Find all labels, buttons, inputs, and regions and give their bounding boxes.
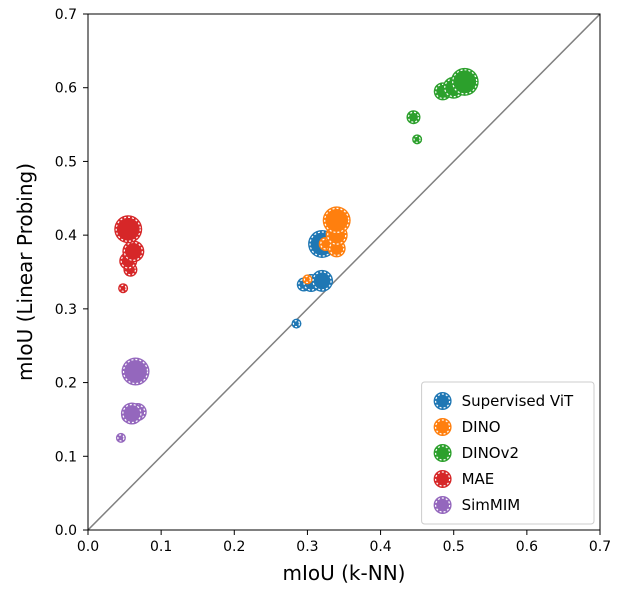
y-tick-label: 0.7 [55, 7, 77, 23]
scatter-chart: 0.00.0 0.1 0.1 0.2 0.2 0.3 0.3 0.4 0.4 0.5 0.5 0.6 0… [0, 0, 624, 600]
scatter-point [114, 215, 142, 243]
legend-marker [434, 444, 452, 462]
y-tick-label: 0.5 [55, 154, 77, 170]
scatter-point [323, 206, 351, 234]
x-tick-label: 0.1 [150, 539, 172, 555]
y-tick-label: 0.1 [55, 449, 77, 465]
scatter-point [122, 358, 150, 386]
x-tick-label: 0.3 [296, 539, 318, 555]
y-axis-label: mIoU (Linear Probing) [13, 163, 37, 381]
x-tick-label: 0.4 [369, 539, 391, 555]
x-tick-label: 0.0 [77, 539, 99, 555]
legend-marker [434, 418, 452, 436]
y-tick-label: 0.4 [55, 228, 77, 244]
y-tick-label: 0.6 [55, 81, 77, 97]
scatter-point [121, 403, 143, 425]
legend-marker [434, 496, 452, 514]
legend: Supervised ViT DINO DINOv2 MAE SimMIM [422, 382, 594, 524]
y-tick-label: 0.0 [55, 523, 77, 539]
scatter-point [311, 270, 333, 292]
chart-container: 0.00.0 0.1 0.1 0.2 0.2 0.3 0.3 0.4 0.4 0.5 0.5 0.6 0… [0, 0, 624, 600]
legend-label: DINOv2 [462, 444, 519, 462]
legend-marker [434, 392, 452, 410]
x-tick-label: 0.6 [516, 539, 538, 555]
y-tick-label: 0.3 [55, 302, 77, 318]
x-tick-label: 0.2 [223, 539, 245, 555]
x-tick-label: 0.5 [443, 539, 465, 555]
y-tick-label: 0.2 [55, 376, 77, 392]
legend-label: Supervised ViT [462, 392, 574, 410]
legend-marker [434, 470, 452, 488]
legend-label: MAE [462, 470, 495, 488]
legend-label: SimMIM [462, 496, 521, 514]
scatter-point [451, 68, 479, 96]
legend-label: DINO [462, 418, 501, 436]
scatter-point [122, 240, 144, 262]
x-tick-label: 0.7 [589, 539, 611, 555]
x-axis-label: mIoU (k-NN) [283, 561, 406, 585]
